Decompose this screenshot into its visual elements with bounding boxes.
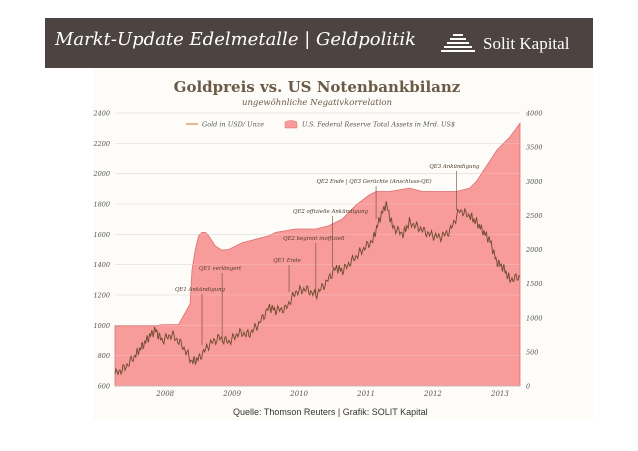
chart-titles: Goldpreis vs. US Notenbankbilanz ungewöhn…	[174, 78, 461, 129]
left-tick-label: 600	[98, 383, 110, 391]
annotations: QE1 Ankündigung QE1 verlängert QE1 Ende QE2…	[175, 164, 480, 346]
right-tick-label: 3500	[526, 144, 543, 152]
right-tick-label: 2000	[525, 246, 543, 254]
logo-pyramid-icon	[441, 34, 475, 52]
x-tick-label: 2008	[155, 390, 174, 398]
left-tick-label: 2000	[92, 170, 110, 178]
x-tick-label: 2011	[356, 390, 375, 398]
fed-assets-area	[114, 121, 521, 387]
gold-price-line	[114, 201, 521, 376]
legend-fed-label: U.S. Federal Reserve Total Assets in Mrd…	[302, 121, 455, 129]
chart-title: Goldpreis vs. US Notenbankbilanz	[174, 78, 461, 96]
left-tick-label: 1800	[93, 201, 110, 209]
legend-gold-label: Gold in USD/ Unze	[202, 121, 264, 129]
annotation-label: QE2 Ende | QE3 Gerüchte (Anschluss-QE)	[317, 178, 432, 185]
chart-subtitle: ungewöhnliche Negativkorrelation	[242, 98, 392, 108]
x-tick-label: 2013	[490, 390, 509, 398]
annotation-label: QE3 Ankündigung	[429, 164, 480, 170]
right-tick-label: 1500	[526, 280, 543, 288]
x-tick-label: 2012	[423, 390, 442, 398]
annotation-label: QE1 Ankündigung	[175, 287, 226, 293]
annotation-label: QE2 beginnt inoffiziell	[283, 236, 345, 242]
right-tick-label: 3000	[526, 178, 543, 186]
left-tick-label: 2200	[92, 140, 110, 148]
header-banner: Markt-Update Edelmetalle | Geldpolitik S…	[45, 18, 593, 68]
annotation-label: QE1 Ende	[273, 258, 301, 264]
legend-fed-swatch	[284, 120, 298, 129]
left-tick-label: 1000	[93, 322, 110, 330]
left-tick-label: 800	[98, 352, 110, 360]
right-tick-label: 500	[526, 348, 538, 356]
annotation-label: QE2 offizielle Ankündigung	[293, 209, 369, 215]
left-tick-label: 1400	[93, 261, 110, 269]
x-tick-label: 2010	[289, 390, 308, 398]
left-tick-label: 1600	[93, 231, 110, 239]
annotation-label: QE1 verlängert	[199, 266, 242, 272]
x-tick-label: 2009	[222, 390, 241, 398]
plot-area	[114, 112, 521, 387]
left-tick-label: 1200	[93, 292, 110, 300]
right-tick-label: 4000	[525, 110, 543, 118]
page-title: Markt-Update Edelmetalle | Geldpolitik	[55, 29, 417, 50]
right-tick-label: 1000	[526, 314, 543, 322]
axes: 600 800 1000 1200 1400 1600 1800 2000 2200 2400 0 5…	[92, 110, 542, 399]
logo-text: Solit Kapital	[483, 34, 570, 53]
right-tick-label: 2500	[525, 212, 543, 220]
source-note: Quelle: Thomson Reuters | Grafik: SOLIT …	[233, 407, 428, 417]
right-tick-label: 0	[526, 383, 530, 391]
brand-logo: Solit Kapital	[439, 31, 579, 57]
left-tick-label: 2400	[92, 110, 110, 118]
